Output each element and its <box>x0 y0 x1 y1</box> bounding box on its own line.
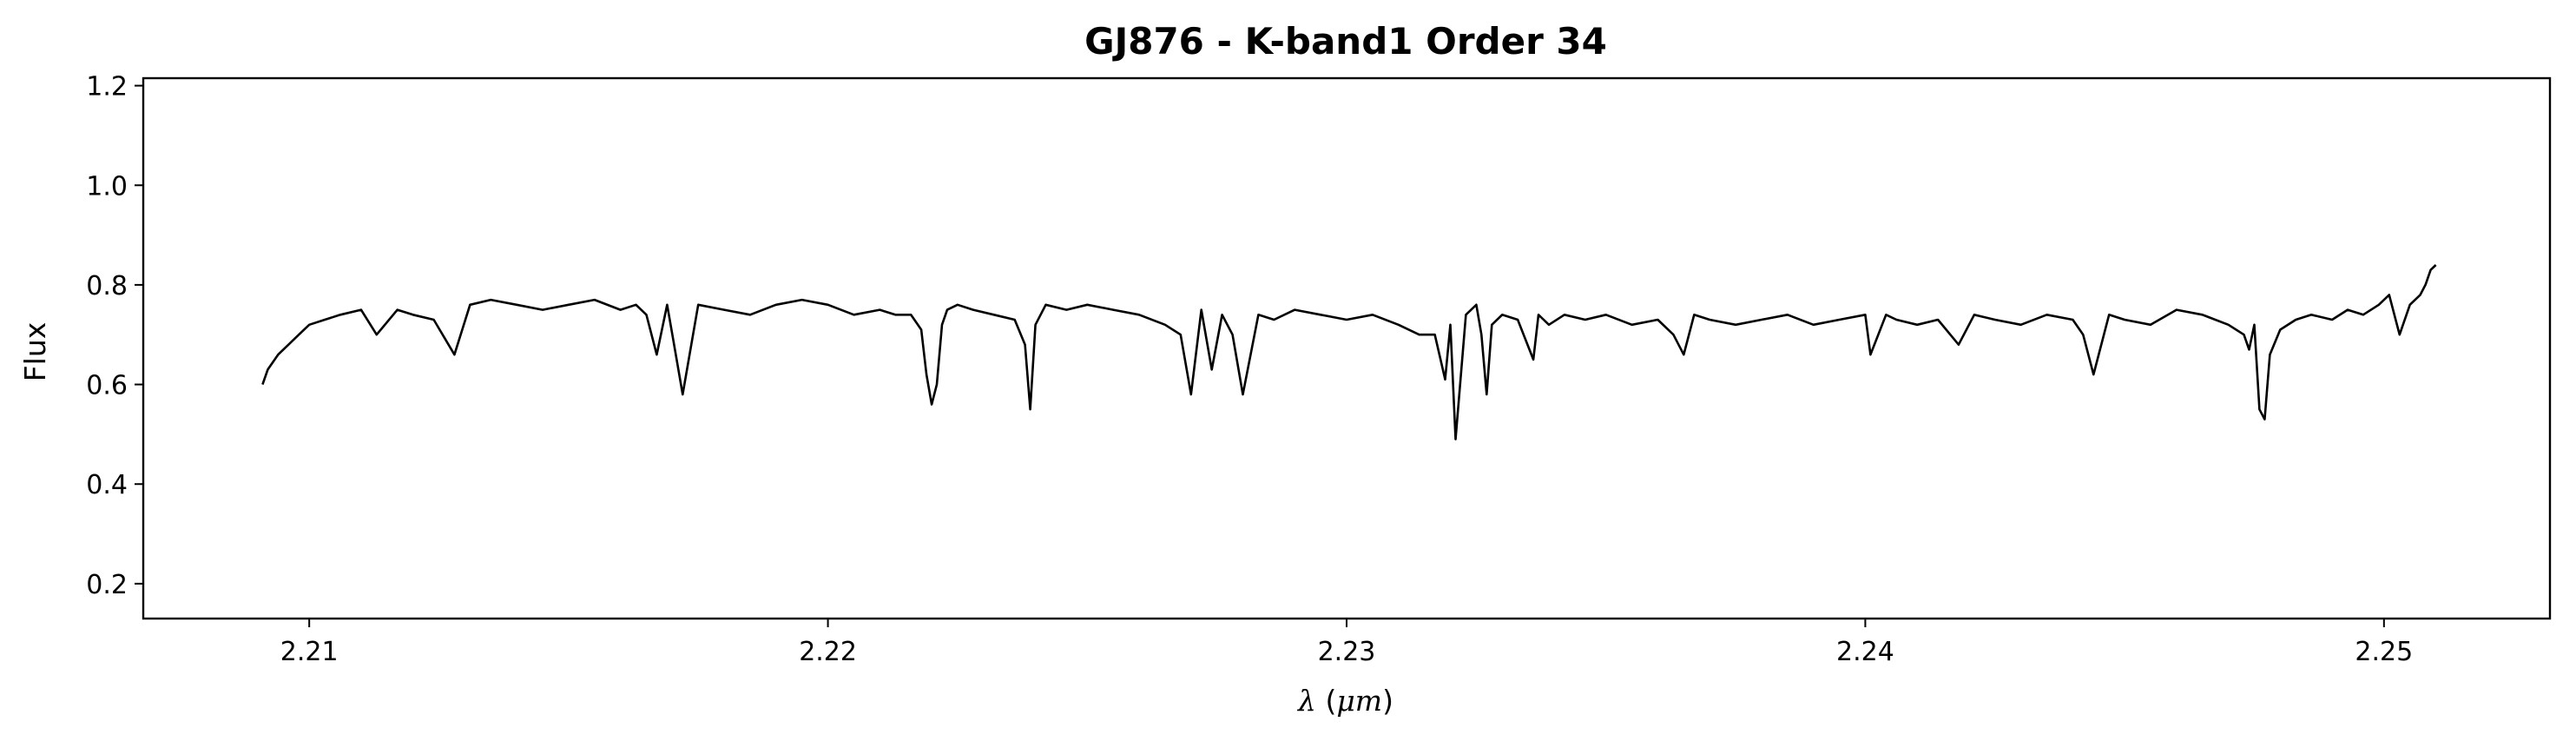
x-axis-ticks: 2.21 2.22 2.23 2.24 2.25 <box>280 619 2413 667</box>
y-tick-label: 0.8 <box>86 271 128 301</box>
x-tick-label: 2.23 <box>1318 637 1376 667</box>
y-tick-label: 0.4 <box>86 470 128 500</box>
plot-frame <box>142 76 2552 620</box>
y-tick-label: 0.2 <box>86 570 128 600</box>
y-tick-label: 1.0 <box>86 171 128 202</box>
x-tick-label: 2.24 <box>1836 637 1894 667</box>
y-axis-ticks: 0.2 0.4 0.6 0.8 1.0 1.2 <box>86 72 143 600</box>
x-tick-label: 2.21 <box>280 637 339 667</box>
y-axis-label: Flux <box>18 322 52 382</box>
spectrum-line <box>261 264 2437 440</box>
y-tick-label: 1.2 <box>86 72 128 103</box>
chart-title: GJ876 - K-band1 Order 34 <box>1084 20 1607 63</box>
x-axis-label: λ (μm) <box>1296 684 1393 718</box>
x-tick-label: 2.25 <box>2355 637 2413 667</box>
y-tick-label: 0.6 <box>86 371 128 401</box>
x-tick-label: 2.22 <box>799 637 857 667</box>
